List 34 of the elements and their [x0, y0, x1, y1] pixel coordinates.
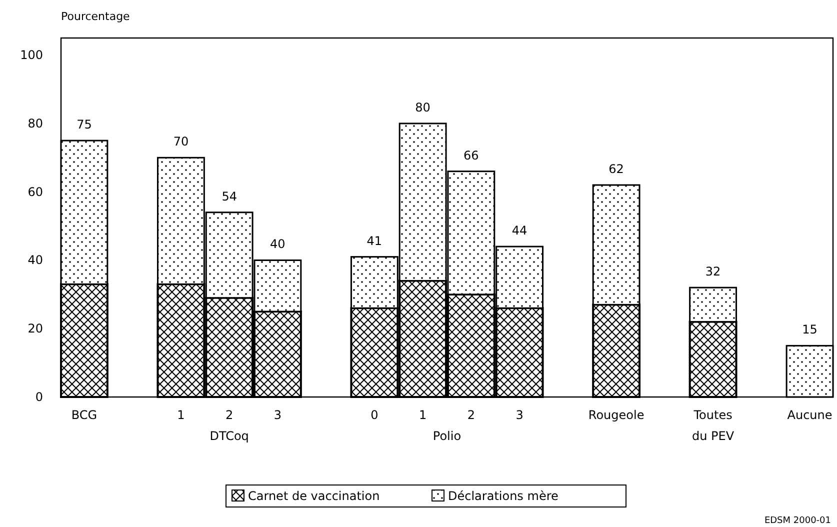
- x-tick-label: Rougeole: [588, 408, 644, 422]
- total-label: 54: [222, 189, 237, 204]
- total-label: 62: [608, 162, 624, 176]
- x-tick-label: 2: [467, 408, 476, 422]
- x-tick-label: 3: [516, 408, 524, 422]
- text: EDSM 2000-01: [764, 516, 831, 526]
- x-tick-label: 1: [418, 408, 427, 422]
- total-label: 15: [802, 322, 818, 337]
- y-axis-title: Pourcentage: [61, 10, 130, 23]
- total-label: 40: [270, 237, 286, 252]
- total-label: 80: [415, 100, 430, 114]
- text: Polio: [432, 429, 462, 443]
- x-tick-label: 0: [370, 408, 378, 422]
- y-tick-label: 100: [20, 48, 43, 62]
- total-label: 32: [705, 264, 721, 279]
- total-label: 66: [464, 148, 479, 162]
- legend-label: Carnet de vaccination: [248, 489, 380, 503]
- x-tick-label: Aucune: [787, 408, 832, 422]
- x-tick-label: BCG: [71, 408, 98, 422]
- legend-label: Déclarations mère: [448, 489, 558, 503]
- x-tick-label: Toutes du PEV: [692, 408, 735, 443]
- y-tick-label: 0: [35, 390, 43, 404]
- y-tick-label: 80: [28, 116, 43, 130]
- text: DTCoq: [210, 429, 249, 443]
- x-tick-label: 2: [226, 408, 234, 422]
- y-tick-label: 20: [28, 322, 43, 336]
- total-label: 75: [76, 118, 92, 132]
- y-tick-label: 40: [28, 253, 43, 268]
- total-label: 44: [512, 224, 528, 238]
- x-tick-label: 1: [177, 408, 185, 422]
- total-label: 41: [366, 234, 382, 248]
- total-label: 70: [173, 134, 189, 149]
- y-tick-label: 60: [28, 184, 43, 199]
- x-tick-label: 3: [274, 408, 282, 422]
